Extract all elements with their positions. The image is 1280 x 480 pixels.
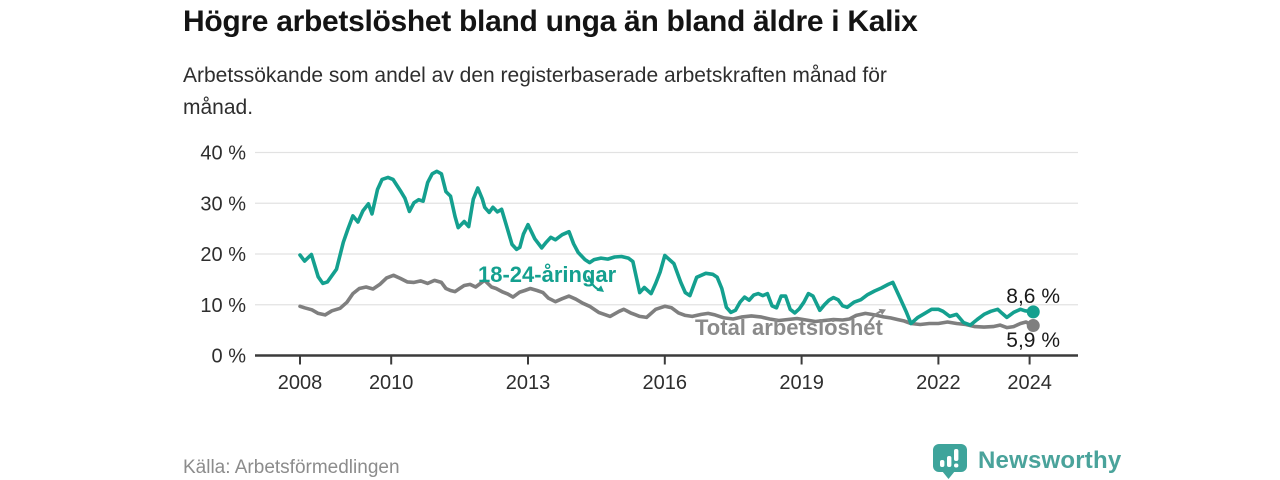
x-tick-label: 2013	[506, 372, 551, 394]
x-tick-label: 2016	[643, 372, 688, 394]
annotation-arrowhead-total-icon	[878, 308, 886, 315]
series-label-youth: 18-24-åringar	[478, 262, 617, 287]
series-end-dot-youth	[1026, 305, 1040, 319]
newsworthy-icon	[933, 444, 967, 479]
gridlines	[255, 151, 1078, 306]
x-axis-ticks: 2008 2010 2013 2016 2019 2022 2024	[278, 356, 1052, 394]
brand-name: Newsworthy	[978, 447, 1122, 474]
series-lines	[298, 169, 1040, 333]
series-label-total: Total arbetslöshet	[695, 315, 884, 340]
x-tick-label: 2024	[1007, 372, 1052, 394]
x-tick-label: 2008	[278, 372, 323, 394]
series-line-youth	[298, 169, 1035, 327]
y-tick-label: 30 %	[200, 193, 246, 215]
end-value-label-youth: 8,6 %	[1006, 285, 1060, 308]
newsworthy-logo: Newsworthy	[931, 443, 1121, 479]
y-tick-label: 20 %	[200, 244, 246, 266]
y-tick-label: 10 %	[200, 295, 246, 317]
annotation-arrowhead-youth-icon	[596, 285, 604, 292]
series-end-dot-total	[1026, 319, 1040, 333]
x-tick-label: 2019	[779, 372, 824, 394]
end-value-label-total: 5,9 %	[1006, 329, 1060, 352]
y-axis-labels: 0 % 10 % 20 % 30 % 40 %	[200, 143, 246, 368]
y-tick-label: 0 %	[212, 346, 247, 368]
y-tick-label: 40 %	[200, 143, 246, 165]
x-tick-label: 2010	[369, 372, 414, 394]
series-line-total	[298, 273, 1035, 330]
page-title: Högre arbetslöshet bland unga än bland ä…	[183, 5, 918, 38]
x-tick-label: 2022	[916, 372, 961, 394]
source-attribution: Källa: Arbetsförmedlingen	[183, 457, 400, 478]
chart-subtitle: Arbetssökande som andel av den registerb…	[183, 64, 887, 119]
